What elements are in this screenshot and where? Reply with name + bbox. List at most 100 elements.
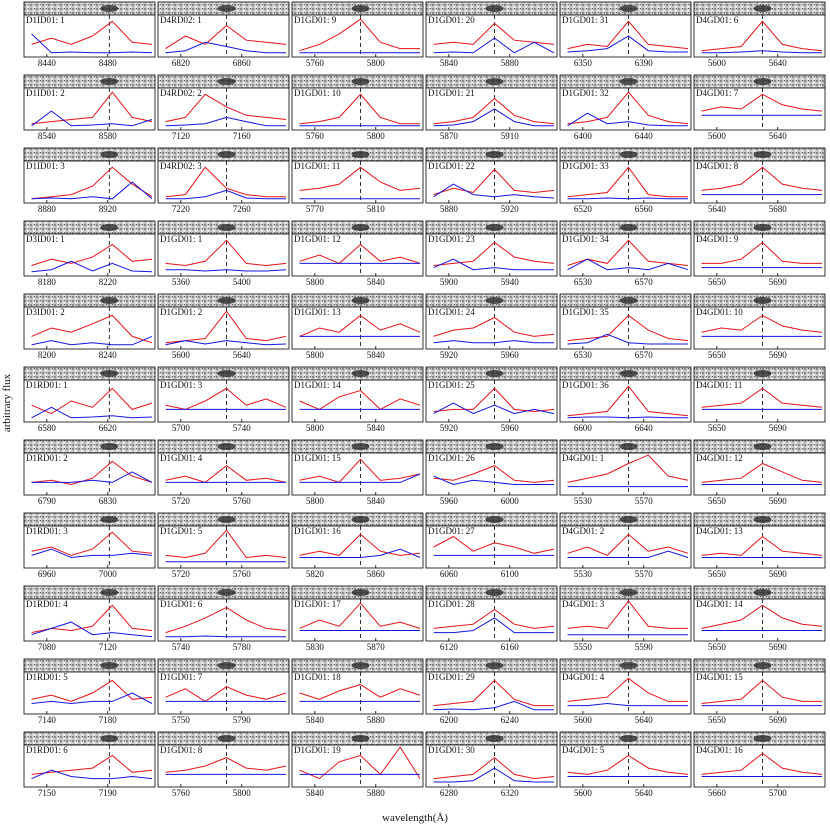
spectrum-2d-blob bbox=[217, 297, 236, 304]
plot-frame bbox=[291, 671, 424, 715]
plot-frame bbox=[559, 379, 692, 423]
x-tick-label: 5870 bbox=[367, 642, 386, 652]
x-tick-label: 5680 bbox=[769, 204, 788, 214]
panel: 6520 6560 D1GD01: 33 bbox=[559, 147, 692, 214]
spectrum-2d-blob bbox=[100, 5, 119, 12]
panel-title: D1GD01: 16 bbox=[294, 526, 341, 536]
x-tick-label: 5740 bbox=[233, 423, 252, 433]
x-tick-label: 6620 bbox=[99, 423, 118, 433]
panel: 5920 5960 D1GD01: 25 bbox=[425, 366, 558, 433]
plot-frame bbox=[157, 379, 290, 423]
plot-frame bbox=[425, 452, 558, 496]
x-tick-label: 5650 bbox=[708, 642, 727, 652]
x-tick-label: 5600 bbox=[574, 715, 593, 725]
panel-title: D1GD01: 7 bbox=[160, 672, 203, 682]
spectrum-line bbox=[567, 533, 689, 556]
x-tick-label: 8540 bbox=[38, 131, 57, 141]
panel: 5800 5840 D1GD01: 12 bbox=[291, 220, 424, 287]
panel-title: D1GD01: 19 bbox=[294, 745, 341, 755]
x-tick-label: 5790 bbox=[233, 715, 252, 725]
spectrum-line bbox=[433, 475, 554, 486]
spectrum-2d-blob bbox=[217, 516, 236, 523]
x-tick-label: 5690 bbox=[769, 350, 788, 360]
spectrum-line bbox=[433, 679, 554, 707]
x-tick-label: 5650 bbox=[708, 350, 727, 360]
x-tick-label: 8180 bbox=[38, 277, 57, 287]
spectrum-line bbox=[433, 465, 555, 483]
spectrum-line bbox=[165, 635, 286, 638]
plot-frame bbox=[23, 744, 156, 788]
spectrum-line bbox=[567, 91, 689, 125]
panel: 6530 6570 D1GD01: 34 bbox=[559, 220, 692, 287]
panel: 5600 5640 D4GD01: 4 bbox=[559, 658, 692, 725]
spectrum-line bbox=[299, 458, 421, 483]
spectrum-line bbox=[165, 239, 287, 267]
panel-title: D4GD01: 7 bbox=[696, 88, 739, 98]
spectrum-line bbox=[701, 314, 823, 333]
spectrum-line bbox=[701, 462, 823, 483]
panel: 5640 5680 D4GD01: 8 bbox=[693, 147, 826, 214]
spectrum-2d-blob bbox=[217, 224, 236, 231]
spectrum-line bbox=[701, 387, 823, 408]
x-axis-label: wavelength(Å) bbox=[382, 812, 448, 824]
x-tick-label: 5690 bbox=[769, 715, 788, 725]
spectrum-line bbox=[433, 258, 554, 271]
x-tick-label: 7190 bbox=[99, 788, 118, 798]
spectrum-line bbox=[31, 181, 153, 200]
spectrum-line bbox=[299, 18, 420, 52]
spectrum-line bbox=[299, 746, 421, 780]
plot-frame bbox=[291, 306, 424, 350]
x-tick-label: 7160 bbox=[233, 131, 252, 141]
panel: 5800 5840 D1GD01: 13 bbox=[291, 293, 424, 360]
panel: 5740 5780 D1GD01: 6 bbox=[157, 585, 290, 652]
panel-title: D4RD02: 1 bbox=[160, 15, 202, 25]
panel-title: D1GD01: 1 bbox=[160, 234, 202, 244]
x-tick-label: 6530 bbox=[574, 277, 593, 287]
x-tick-label: 6960 bbox=[38, 569, 57, 579]
spectrum-line bbox=[433, 535, 555, 554]
panel: 5650 5690 D4GD01: 14 bbox=[693, 585, 826, 652]
x-tick-label: 7220 bbox=[172, 204, 191, 214]
plot-frame bbox=[693, 598, 826, 642]
x-tick-label: 6820 bbox=[172, 58, 191, 68]
spectrum-line bbox=[701, 166, 823, 191]
x-tick-label: 5760 bbox=[233, 569, 252, 579]
plot-frame bbox=[425, 671, 558, 715]
spectrum-line bbox=[567, 702, 688, 707]
panel-title: D1ID01: 1 bbox=[26, 15, 65, 25]
panel: 5650 5690 D4GD01: 9 bbox=[693, 220, 826, 287]
plot-frame bbox=[559, 671, 692, 715]
x-tick-label: 5960 bbox=[440, 496, 459, 506]
x-tick-label: 5640 bbox=[769, 131, 788, 141]
spectrum-2d-blob bbox=[619, 735, 638, 742]
plot-frame bbox=[559, 233, 692, 277]
spectrum-2d-blob bbox=[217, 5, 236, 12]
plot-frame bbox=[559, 598, 692, 642]
spectrum-line bbox=[299, 243, 421, 264]
spectrum-line bbox=[701, 241, 822, 264]
spectrum-2d-blob bbox=[753, 297, 772, 304]
x-tick-label: 6520 bbox=[574, 204, 593, 214]
spectrum-2d bbox=[23, 74, 156, 89]
plot-frame bbox=[157, 671, 290, 715]
x-tick-label: 7180 bbox=[99, 715, 118, 725]
x-tick-label: 5720 bbox=[172, 569, 191, 579]
spectrum-line bbox=[165, 166, 286, 198]
spectrum-2d-blob bbox=[485, 370, 504, 377]
spectrum-line bbox=[567, 416, 688, 419]
spectrum-line bbox=[567, 333, 688, 345]
spectrum-line bbox=[165, 269, 287, 272]
x-tick-label: 6060 bbox=[440, 569, 459, 579]
plot-frame bbox=[559, 452, 692, 496]
x-tick-label: 5910 bbox=[501, 131, 520, 141]
spectrum-2d-blob bbox=[351, 297, 370, 304]
x-tick-label: 5840 bbox=[306, 715, 325, 725]
plot-frame bbox=[291, 160, 424, 204]
spectrum-2d-blob bbox=[485, 5, 504, 12]
panel-title: D1RD01: 5 bbox=[26, 672, 68, 682]
spectrum-line bbox=[165, 464, 287, 483]
x-tick-label: 5920 bbox=[440, 423, 459, 433]
spectrum-2d bbox=[23, 1, 156, 16]
panel: 6600 6640 D1GD01: 36 bbox=[559, 366, 692, 433]
panel: 5750 5790 D1GD01: 7 bbox=[157, 658, 290, 725]
